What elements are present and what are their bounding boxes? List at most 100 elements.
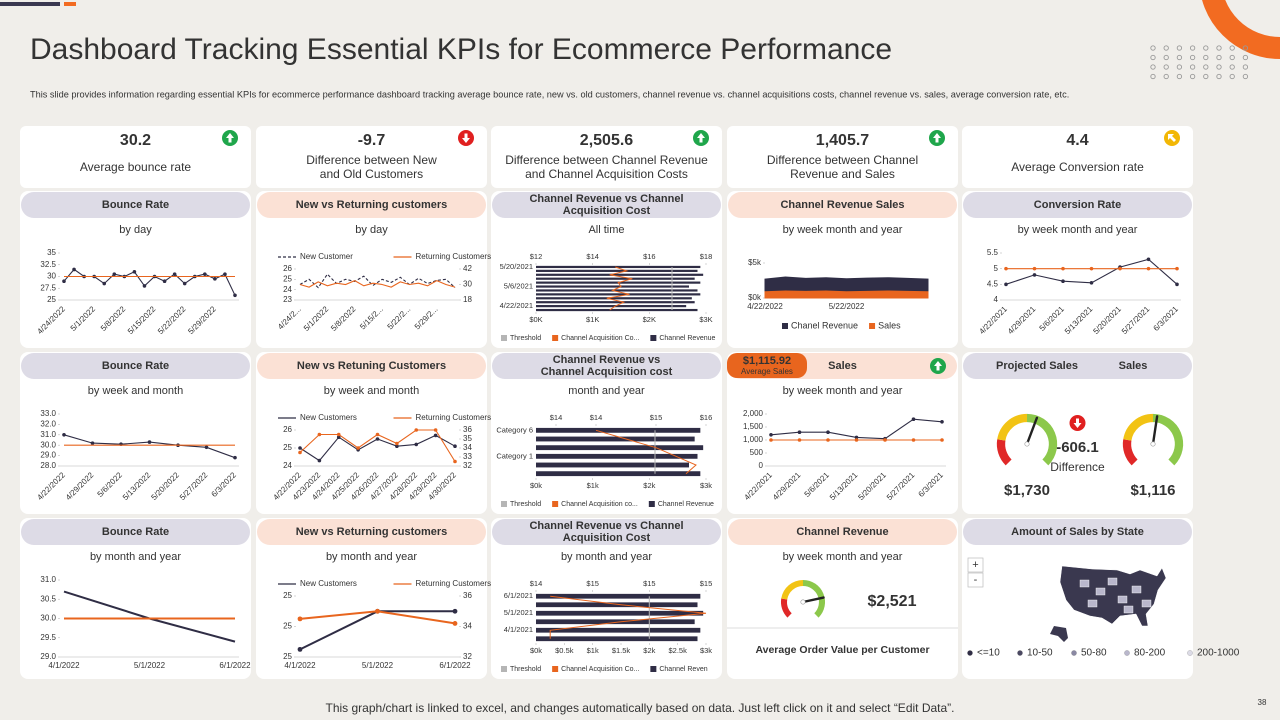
x-tick-label: $0.5k (555, 646, 574, 655)
point (826, 438, 830, 442)
dot (1176, 45, 1183, 51)
dot (1203, 64, 1209, 70)
dot (1242, 45, 1249, 51)
legend-dot (1124, 650, 1130, 656)
dot (1176, 73, 1183, 80)
legend-swatch (501, 335, 507, 341)
x-tick-label: $2k (643, 481, 655, 490)
y2-tick-label: 34 (463, 443, 472, 452)
panel-header (492, 519, 721, 545)
y2-tick-label: 35 (463, 434, 472, 443)
dot (1242, 64, 1249, 70)
panel (20, 191, 251, 348)
y-tick-label: 5/1/2021 (504, 608, 533, 617)
y-tick-label: 500 (750, 448, 764, 457)
panel (256, 518, 487, 679)
x-tick-label: $0k (530, 481, 542, 490)
legend-label: 10-50 (1027, 648, 1053, 659)
trend-arrow (226, 133, 234, 143)
legend-swatch (869, 323, 876, 329)
point (1089, 266, 1094, 271)
panel-subtitle: by month and year (561, 551, 652, 563)
legend-label: Threshold (510, 335, 541, 342)
trend-arrow (462, 133, 470, 143)
y-tick-label: 6/1/2021 (504, 591, 533, 600)
panel (727, 352, 958, 514)
panel-subtitle: by week month and year (1018, 224, 1138, 236)
panel-header (257, 519, 486, 545)
point (102, 281, 107, 286)
zoom-button[interactable] (967, 557, 984, 573)
x-tick-label: 4/1/2022 (284, 661, 316, 670)
point (826, 430, 830, 435)
y-tick-label: 25 (283, 591, 292, 600)
point (147, 440, 152, 444)
dot (1176, 54, 1183, 61)
y-tick-label: 32.5 (40, 260, 56, 269)
zoom-label: + (972, 559, 978, 571)
panel-title: Amount of Sales by State (1011, 526, 1144, 538)
point (203, 272, 207, 276)
point (433, 433, 438, 438)
x-tick-label: 5/1/2022 (362, 661, 394, 670)
state-shade (1131, 585, 1142, 594)
y-tick-label: 24 (283, 461, 292, 470)
state-shade (1107, 577, 1118, 586)
panel-title: Channel Revenue (796, 526, 888, 538)
point (1175, 266, 1179, 271)
line-series (595, 429, 697, 475)
legend-label: <=10 (977, 648, 1000, 659)
point (452, 608, 458, 614)
panel-header (728, 519, 957, 545)
zoom-button[interactable] (967, 572, 984, 588)
y2-tick-label: 42 (463, 264, 472, 273)
point (356, 446, 360, 450)
point (883, 438, 887, 442)
y-tick-label: 30 (47, 272, 56, 281)
bar (536, 293, 701, 296)
point (162, 279, 167, 284)
panel (256, 352, 487, 514)
point (1061, 279, 1065, 284)
badge (727, 353, 807, 378)
panel (256, 191, 487, 348)
panel-header (21, 192, 250, 218)
page-number: 38 (1258, 698, 1267, 707)
legend-swatch (552, 666, 559, 672)
panel-subtitle: month and year (568, 385, 645, 397)
panel-title: Bounce Rate (102, 360, 169, 372)
legend-label: 80-200 (1134, 648, 1166, 659)
panel-header (963, 519, 1192, 545)
subtitle: This slide provides information regardin… (30, 89, 1069, 99)
point (336, 432, 341, 437)
y2-tick-label: 18 (463, 295, 472, 304)
y-tick-label: $5k (748, 258, 762, 267)
panel-subtitle: by week month and year (783, 551, 903, 563)
gauge-caption: Average Order Value per Customer (755, 644, 929, 656)
point (298, 446, 302, 450)
x-tick-label: $3k (700, 646, 712, 655)
gauge-band (996, 439, 1012, 466)
point (142, 284, 147, 288)
y-tick-label: 27.5 (40, 283, 56, 292)
legend-label: New Customers (300, 413, 357, 422)
legend-dot (1071, 650, 1077, 656)
panel-title: New vs Retuning Customers (297, 360, 446, 372)
legend-label: New Customer (300, 252, 353, 261)
title: Dashboard Tracking Essential KPIs for Ec… (30, 33, 892, 66)
kpi-label: Difference between New (306, 153, 437, 167)
legend-label: Channel Reven (659, 666, 707, 673)
point (769, 433, 773, 437)
y-tick-label: 30.0 (40, 614, 56, 623)
point (854, 438, 859, 442)
point (940, 438, 944, 442)
x-tick-label: $0K (529, 315, 542, 324)
point (395, 444, 399, 449)
bar (536, 297, 692, 300)
dot (1189, 45, 1196, 51)
y2-tick-label: 33 (463, 452, 472, 461)
dot (1203, 45, 1209, 51)
bar (536, 593, 701, 599)
gauge-value: $2,521 (868, 593, 917, 610)
point (132, 270, 137, 274)
